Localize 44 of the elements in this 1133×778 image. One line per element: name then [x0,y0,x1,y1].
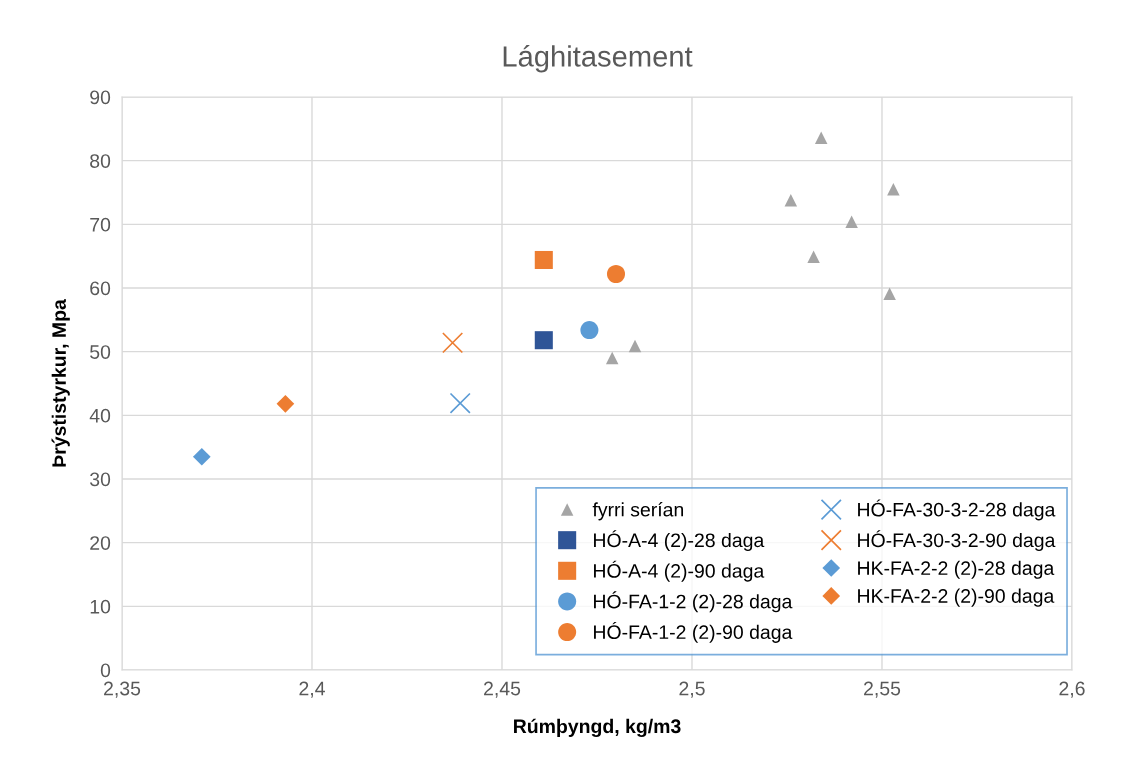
point [442,332,464,354]
x-tick-label: 2,35 [104,681,141,698]
x-tick-label: 2,6 [1059,681,1085,698]
point [534,250,553,270]
y-tick-label: 60 [90,281,111,296]
x-tick-label: 2,55 [864,681,901,698]
y-tick-label: 20 [90,536,111,550]
y-tick-label: 0 [100,663,111,678]
legend-label: HÓ-FA-30-3-2-28 daga [858,499,1056,521]
point [606,264,626,284]
chart-title: Lághitasement [503,44,693,73]
point [883,287,896,300]
point [192,447,211,466]
legend-label: HK-FA-2-2 (2)-90 daga [858,588,1055,607]
legend-label: HÓ-FA-1-2 (2)-90 daga [594,621,793,643]
y-tick-label: 30 [90,472,111,487]
x-tick-label: 2,45 [484,681,521,698]
legend-label: HÓ-FA-30-3-2-90 daga [858,530,1056,552]
point [605,351,619,365]
y-tick-label: 90 [90,90,111,105]
x-axis-title: Rúmþyngd, kg/m3 [514,718,681,738]
point [276,395,295,413]
y-tick-label: 80 [90,154,111,168]
point [814,131,828,144]
legend-label: HK-FA-2-2 (2)-28 daga [858,560,1055,579]
y-tick-label: 10 [90,599,111,614]
point [784,193,798,207]
point [845,215,858,229]
y-tick-label: 50 [90,345,111,359]
legend-label: HÓ-A-4 (2)-28 daga [594,530,765,552]
x-tick-label: 2,4 [299,681,325,698]
legend-label: fyrri serían [592,502,684,521]
point [449,392,471,414]
point [807,250,820,264]
legend-label: HÓ-A-4 (2)-90 daga [594,560,765,582]
point [534,331,553,350]
point [628,339,642,353]
y-tick-label: 70 [90,217,111,232]
y-axis-title: Þrýstistyrkur, Mpa [51,299,70,467]
legend-label: HÓ-FA-1-2 (2)-28 daga [594,591,793,613]
point [887,183,900,196]
y-tick-label: 40 [89,408,111,423]
x-tick-label: 2,5 [679,681,705,698]
point [580,320,599,340]
